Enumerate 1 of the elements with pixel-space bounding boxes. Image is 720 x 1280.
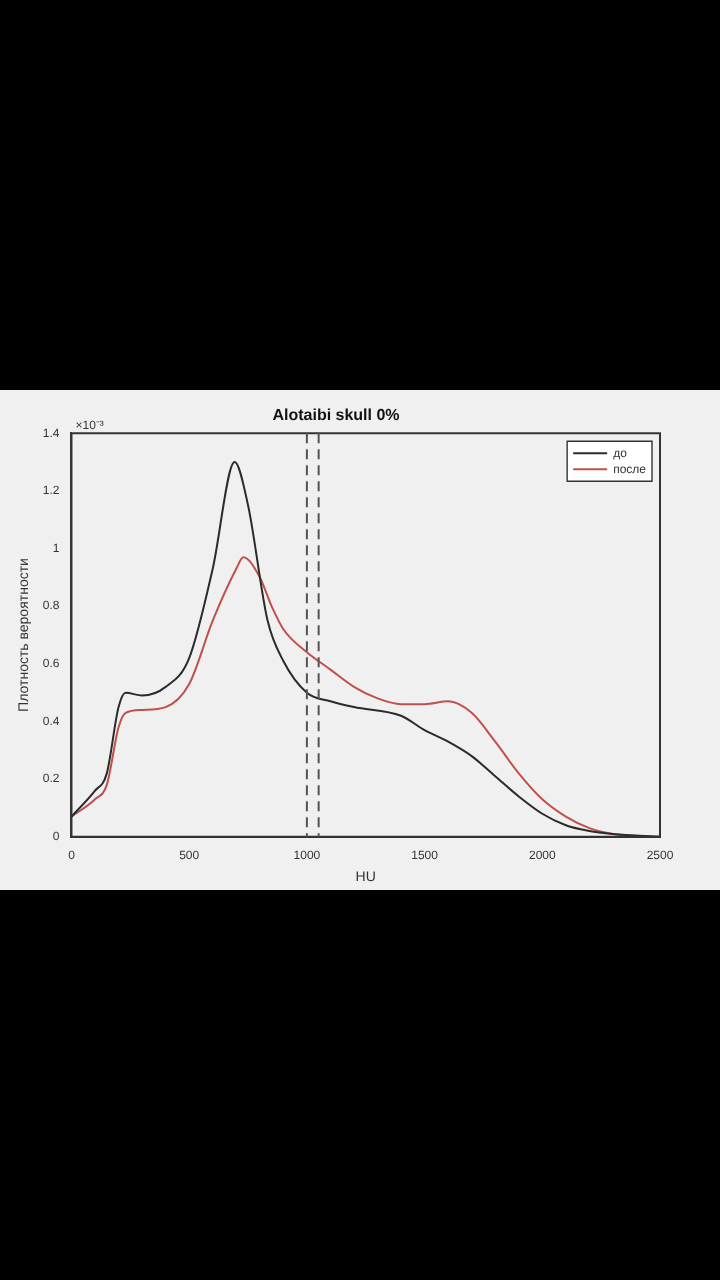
- chart-title: Alotaibi skull 0%: [272, 406, 400, 425]
